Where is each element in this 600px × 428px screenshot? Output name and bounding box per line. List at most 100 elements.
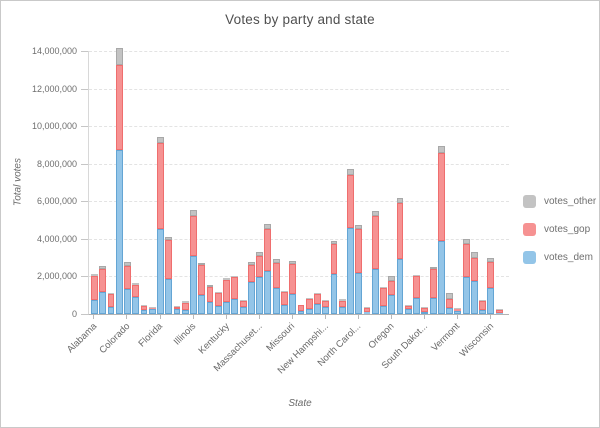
bar-segment-votes_dem[interactable] [470,281,478,314]
bar-segment-votes_dem[interactable] [305,308,313,314]
bar-segment-votes_gop[interactable] [396,203,404,260]
bar-segment-votes_other[interactable] [380,286,387,289]
bar-segment-votes_gop[interactable] [322,300,330,308]
bar-segment-votes_dem[interactable] [280,304,288,314]
bar-segment-votes_gop[interactable] [256,256,264,277]
bar-segment-votes_dem[interactable] [371,269,379,314]
bar-segment-votes_other[interactable] [454,308,462,309]
bar-segment-votes_other[interactable] [388,276,396,281]
bar-segment-votes_other[interactable] [148,307,156,308]
bar-segment-votes_dem[interactable] [363,312,371,314]
bar-segment-votes_other[interactable] [190,210,197,216]
bar-segment-votes_gop[interactable] [314,294,321,304]
bar-segment-votes_dem[interactable] [338,306,346,314]
bar-segment-votes_gop[interactable] [289,263,297,294]
bar-segment-votes_dem[interactable] [404,309,412,314]
bar-segment-votes_other[interactable] [157,137,164,143]
bar-segment-votes_dem[interactable] [446,308,454,314]
bar-segment-votes_gop[interactable] [305,299,313,309]
legend-item-votes_gop[interactable]: votes_gop [523,223,596,236]
bar-segment-votes_other[interactable] [181,301,189,303]
bar-segment-votes_gop[interactable] [355,228,363,273]
bar-segment-votes_dem[interactable] [173,309,181,314]
bar-segment-votes_gop[interactable] [454,308,462,311]
bar-segment-votes_dem[interactable] [314,303,321,314]
bar-segment-votes_gop[interactable] [239,300,247,308]
bar-segment-votes_other[interactable] [140,305,148,307]
bar-segment-votes_dem[interactable] [181,310,189,314]
bar-segment-votes_other[interactable] [289,261,297,264]
bar-segment-votes_other[interactable] [198,262,206,266]
bar-segment-votes_other[interactable] [239,299,247,301]
bar-segment-votes_dem[interactable] [157,229,164,314]
bar-segment-votes_other[interactable] [446,292,454,299]
bar-segment-votes_gop[interactable] [264,228,272,272]
bar-segment-votes_gop[interactable] [413,276,420,298]
bar-segment-votes_gop[interactable] [181,302,189,311]
bar-segment-votes_dem[interactable] [289,293,297,314]
bar-segment-votes_gop[interactable] [429,269,437,298]
legend-item-votes_other[interactable]: votes_other [523,195,596,208]
bar-segment-votes_other[interactable] [247,261,255,265]
bar-segment-votes_gop[interactable] [297,305,305,311]
bar-segment-votes_other[interactable] [206,284,214,287]
bar-segment-votes_gop[interactable] [363,308,371,313]
bar-segment-votes_dem[interactable] [231,299,239,314]
bar-segment-votes_other[interactable] [404,305,412,306]
bar-segment-votes_gop[interactable] [437,153,445,242]
bar-segment-votes_gop[interactable] [124,266,131,289]
bar-segment-votes_other[interactable] [305,298,313,300]
bar-segment-votes_dem[interactable] [256,276,264,314]
bar-segment-votes_gop[interactable] [190,215,197,256]
bar-segment-votes_gop[interactable] [479,301,487,311]
bar-segment-votes_gop[interactable] [347,175,354,229]
bar-segment-votes_dem[interactable] [487,288,495,314]
bar-segment-votes_other[interactable] [314,292,321,295]
bar-segment-votes_dem[interactable] [421,311,429,314]
bar-segment-votes_other[interactable] [429,266,437,270]
bar-segment-votes_other[interactable] [371,210,379,216]
bar-segment-votes_other[interactable] [165,236,173,240]
bar-segment-votes_gop[interactable] [462,243,470,277]
bar-segment-votes_gop[interactable] [380,288,387,307]
bar-segment-votes_gop[interactable] [371,215,379,270]
bar-segment-votes_other[interactable] [214,291,222,294]
bar-segment-votes_dem[interactable] [91,300,98,314]
bar-segment-votes_dem[interactable] [479,310,487,314]
bar-segment-votes_gop[interactable] [140,306,148,310]
bar-segment-votes_other[interactable] [297,304,305,306]
bar-segment-votes_gop[interactable] [206,286,214,302]
bar-segment-votes_dem[interactable] [413,297,420,314]
bar-segment-votes_dem[interactable] [347,228,354,314]
bar-segment-votes_dem[interactable] [437,241,445,314]
bar-segment-votes_dem[interactable] [355,272,363,314]
bar-segment-votes_dem[interactable] [247,282,255,314]
bar-segment-votes_gop[interactable] [231,277,239,300]
bar-segment-votes_dem[interactable] [148,308,156,314]
bar-segment-votes_dem[interactable] [198,294,206,314]
bar-segment-votes_other[interactable] [107,292,115,294]
bar-segment-votes_dem[interactable] [206,301,214,314]
bar-segment-votes_dem[interactable] [264,271,272,314]
bar-segment-votes_other[interactable] [322,300,330,301]
bar-segment-votes_gop[interactable] [388,280,396,296]
bar-segment-votes_other[interactable] [91,274,98,276]
bar-segment-votes_gop[interactable] [99,268,107,293]
bar-segment-votes_dem[interactable] [380,306,387,314]
bar-segment-votes_gop[interactable] [157,142,164,230]
bar-segment-votes_other[interactable] [124,261,131,267]
bar-segment-votes_gop[interactable] [338,300,346,307]
bar-segment-votes_gop[interactable] [198,265,206,295]
bar-segment-votes_other[interactable] [347,168,354,176]
bar-segment-votes_gop[interactable] [132,284,140,298]
bar-segment-votes_other[interactable] [363,307,371,309]
bar-segment-votes_other[interactable] [495,308,503,310]
bar-segment-votes_gop[interactable] [404,305,412,310]
bar-segment-votes_dem[interactable] [462,276,470,314]
bar-segment-votes_other[interactable] [462,239,470,244]
bar-segment-votes_dem[interactable] [454,310,462,314]
bar-segment-votes_gop[interactable] [223,279,231,303]
bar-segment-votes_gop[interactable] [330,243,338,274]
legend-item-votes_dem[interactable]: votes_dem [523,251,596,264]
bar-segment-votes_gop[interactable] [421,307,429,312]
